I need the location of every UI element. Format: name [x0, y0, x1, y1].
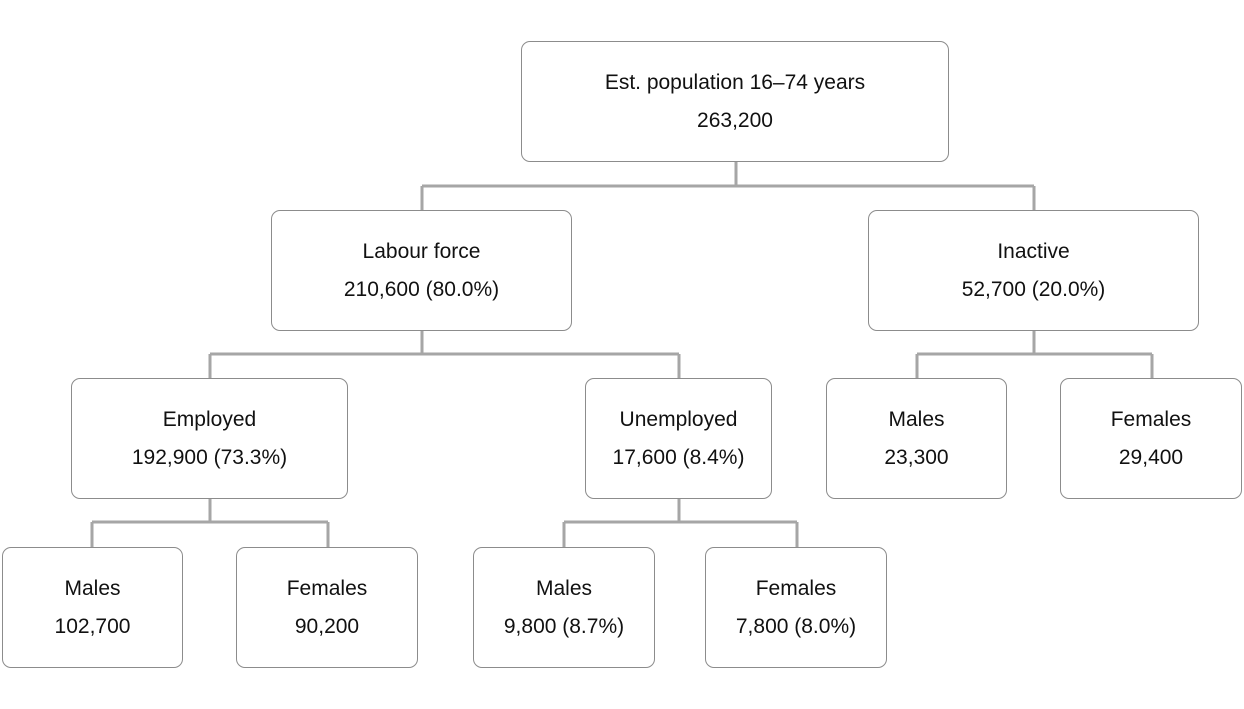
node-label: Unemployed	[619, 408, 738, 431]
connector-employed-children	[90, 499, 330, 547]
node-label: Est. population 16–74 years	[604, 71, 866, 94]
node-value: 23,300	[884, 446, 949, 469]
connector-root-children	[420, 162, 1036, 210]
node-value: 90,200	[294, 615, 360, 638]
node-label: Males	[888, 408, 945, 431]
node-value: 17,600 (8.4%)	[612, 446, 745, 469]
connector-unemployed-children	[562, 499, 799, 547]
node-inactive-males: Males 23,300	[826, 378, 1007, 499]
node-value: 192,900 (73.3%)	[131, 446, 288, 469]
node-employed-females: Females 90,200	[236, 547, 418, 668]
node-label: Males	[64, 577, 121, 600]
connector-inactive-children	[915, 331, 1154, 378]
node-label: Males	[535, 577, 593, 600]
node-value: 9,800 (8.7%)	[503, 615, 625, 638]
node-employed-males: Males 102,700	[2, 547, 183, 668]
node-label: Females	[286, 577, 368, 600]
connector-labour-children	[208, 331, 681, 378]
node-value: 210,600 (80.0%)	[343, 278, 500, 301]
node-label: Employed	[162, 408, 257, 431]
node-inactive-females: Females 29,400	[1060, 378, 1242, 499]
node-value: 263,200	[697, 109, 773, 132]
node-unemployed-females: Females 7,800 (8.0%)	[705, 547, 887, 668]
node-label: Females	[755, 577, 837, 600]
node-label: Labour force	[362, 240, 481, 263]
node-value: 102,700	[54, 615, 131, 638]
node-value: 7,800 (8.0%)	[735, 615, 857, 638]
node-est-population: Est. population 16–74 years 263,200	[521, 41, 949, 162]
node-unemployed: Unemployed 17,600 (8.4%)	[585, 378, 772, 499]
node-value: 29,400	[1118, 446, 1184, 469]
node-label: Females	[1110, 408, 1192, 431]
node-label: Inactive	[997, 240, 1070, 263]
node-employed: Employed 192,900 (73.3%)	[71, 378, 348, 499]
node-value: 52,700 (20.0%)	[961, 278, 1106, 301]
node-inactive: Inactive 52,700 (20.0%)	[868, 210, 1199, 331]
node-labour-force: Labour force 210,600 (80.0%)	[271, 210, 572, 331]
node-unemployed-males: Males 9,800 (8.7%)	[473, 547, 655, 668]
